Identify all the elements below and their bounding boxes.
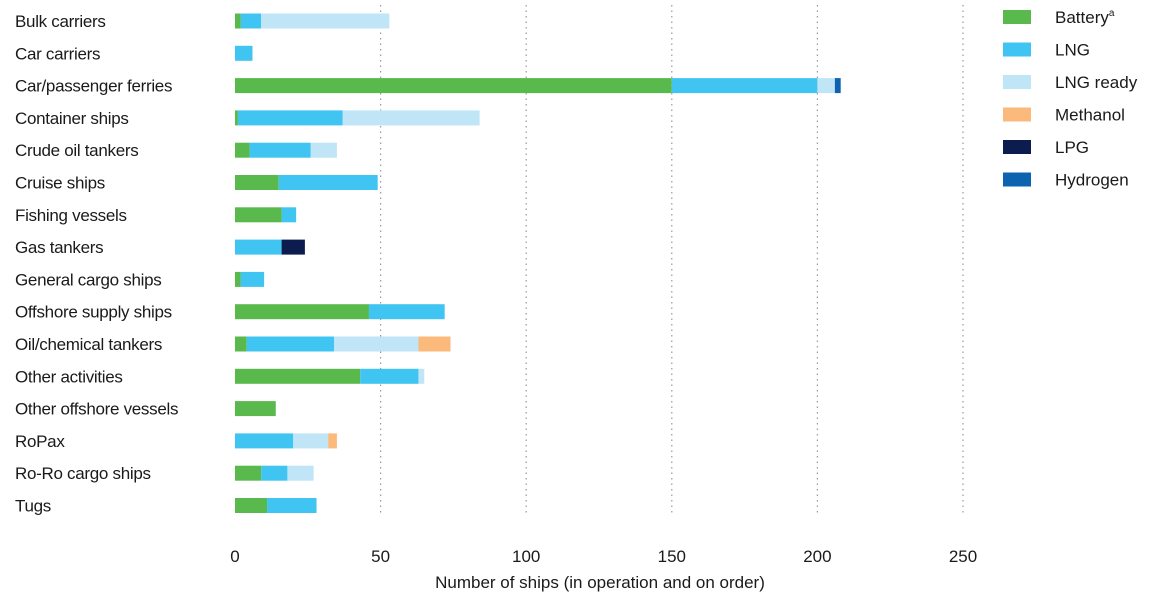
legend-swatch-lpg	[1003, 140, 1031, 154]
bar-oil-chemical-tankers-methanol	[418, 336, 451, 352]
category-label-other-activities: Other activities	[15, 367, 123, 386]
bar-general-cargo-ships-battery	[235, 271, 241, 287]
category-label-container-ships: Container ships	[15, 109, 129, 128]
bar-oil-chemical-tankers-lng	[246, 336, 335, 352]
category-label-fishing-vessels: Fishing vessels	[15, 206, 127, 225]
x-axis-ticks: 0 50 100 150 200 250	[230, 547, 977, 566]
bars	[235, 13, 841, 513]
bar-gas-tankers-lng	[235, 239, 282, 255]
bar-crude-oil-tankers-battery	[235, 142, 250, 158]
category-label-general-cargo-ships: General cargo ships	[15, 270, 161, 289]
x-tick-label-0: 0	[230, 547, 239, 566]
category-labels: Bulk carriers Car carriers Car/passenger f…	[15, 12, 178, 516]
bar-other-activities-battery	[235, 368, 361, 384]
x-tick-label-250: 250	[949, 547, 977, 566]
bar-crude-oil-tankers-lng-ready	[310, 142, 337, 158]
bar-offshore-supply-ships-battery	[235, 304, 369, 320]
legend-swatch-battery	[1003, 10, 1031, 24]
legend-swatch-hydrogen	[1003, 172, 1031, 187]
bar-tugs-battery	[235, 498, 268, 513]
bar-cruise-ships-battery	[235, 175, 279, 190]
category-label-crude-oil-tankers: Crude oil tankers	[15, 141, 138, 160]
bar-ro-ro-cargo-ships-battery	[235, 465, 262, 481]
legend-label-lng: LNG	[1055, 41, 1090, 60]
legend-label-methanol: Methanol	[1055, 106, 1125, 125]
bar-fishing-vessels-lng	[281, 207, 297, 223]
category-label-oil-chemical-tankers: Oil/chemical tankers	[15, 335, 162, 354]
bar-car-passenger-ferries-battery	[235, 78, 672, 94]
category-label-car-passenger-ferries: Car/passenger ferries	[15, 77, 172, 96]
category-label-ro-ro-cargo-ships: Ro-Ro cargo ships	[15, 464, 151, 483]
category-label-bulk-carriers: Bulk carriers	[15, 12, 106, 31]
bar-car-passenger-ferries-lng-ready	[817, 78, 835, 94]
bar-ropax-lng	[235, 433, 294, 449]
bar-container-ships-lng-ready	[342, 110, 480, 126]
bar-other-offshore-vessels-battery	[235, 401, 276, 417]
x-axis-title: Number of ships (in operation and on ord…	[435, 573, 765, 592]
bar-other-activities-lng	[360, 368, 419, 384]
bar-ro-ro-cargo-ships-lng	[261, 465, 288, 481]
legend: Batterya LNG LNG ready Methanol LPG Hydrogen	[1003, 8, 1138, 190]
legend-superscript: a	[1109, 8, 1115, 19]
legend-swatch-lng	[1003, 42, 1031, 57]
bar-car-passenger-ferries-hydrogen	[834, 78, 841, 94]
x-tick-label-150: 150	[658, 547, 686, 566]
bar-container-ships-lng	[237, 110, 343, 126]
bar-bulk-carriers-lng	[240, 13, 262, 29]
legend-label-battery: Batterya	[1055, 8, 1115, 27]
bar-bulk-carriers-battery	[235, 13, 241, 29]
bar-car-carriers-lng	[235, 45, 253, 61]
gridlines	[380, 5, 964, 515]
category-label-other-offshore-vessels: Other offshore vessels	[15, 400, 178, 419]
legend-swatch-methanol	[1003, 107, 1031, 122]
bar-general-cargo-ships-lng	[240, 271, 265, 287]
category-label-tugs: Tugs	[15, 497, 51, 516]
bar-fishing-vessels-battery	[235, 207, 282, 223]
bar-bulk-carriers-lng-ready	[261, 13, 390, 29]
bar-oil-chemical-tankers-battery	[235, 336, 247, 352]
bar-container-ships-battery	[235, 110, 238, 126]
bar-ro-ro-cargo-ships-lng-ready	[287, 465, 314, 481]
bar-cruise-ships-lng	[278, 175, 378, 190]
bar-oil-chemical-tankers-lng-ready	[334, 336, 419, 352]
bar-tugs-lng	[267, 498, 317, 513]
bar-car-passenger-ferries-lng	[671, 78, 818, 94]
bar-ropax-lng-ready	[293, 433, 329, 449]
category-label-car-carriers: Car carriers	[15, 44, 100, 63]
x-tick-label-100: 100	[512, 547, 540, 566]
bar-gas-tankers-lpg	[281, 239, 305, 255]
x-tick-label-50: 50	[371, 547, 390, 566]
legend-label-lng-ready: LNG ready	[1055, 73, 1138, 92]
bar-other-activities-lng-ready	[418, 368, 425, 384]
legend-swatch-lng-ready	[1003, 75, 1031, 89]
bar-offshore-supply-ships-lng	[368, 304, 445, 320]
bar-crude-oil-tankers-lng	[249, 142, 311, 158]
legend-label-lpg: LPG	[1055, 138, 1089, 157]
category-label-offshore-supply-ships: Offshore supply ships	[15, 303, 172, 322]
category-label-cruise-ships: Cruise ships	[15, 174, 105, 193]
category-label-ropax: RoPax	[15, 432, 65, 451]
bar-ropax-methanol	[328, 433, 337, 449]
x-tick-label-200: 200	[803, 547, 831, 566]
legend-label-hydrogen: Hydrogen	[1055, 171, 1129, 190]
category-label-gas-tankers: Gas tankers	[15, 238, 103, 257]
